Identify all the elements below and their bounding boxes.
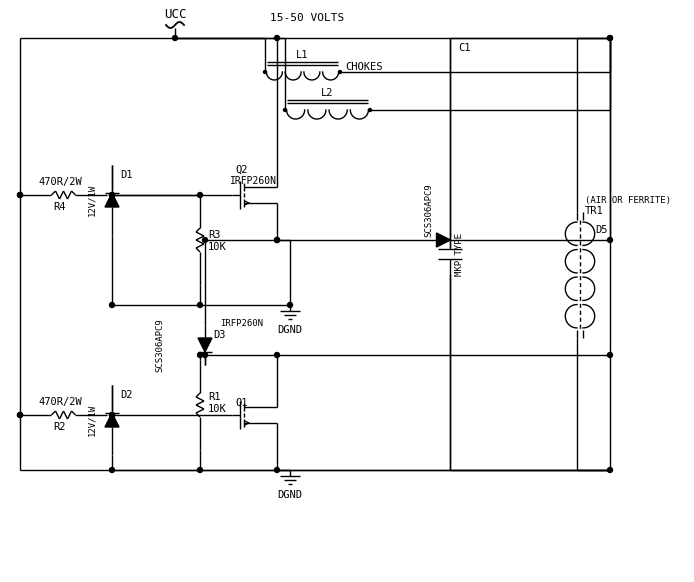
Text: R3: R3 (208, 230, 221, 240)
Circle shape (203, 237, 208, 243)
Circle shape (339, 70, 341, 73)
Circle shape (287, 303, 292, 307)
Text: DGND: DGND (278, 325, 303, 335)
Text: Q1: Q1 (235, 398, 248, 408)
Circle shape (284, 108, 287, 112)
Circle shape (607, 36, 613, 41)
Text: 12V/1W: 12V/1W (87, 184, 96, 216)
Text: IRFP260N: IRFP260N (230, 176, 277, 186)
Text: C1: C1 (458, 43, 471, 53)
Circle shape (275, 467, 280, 473)
Text: MKP TYPE: MKP TYPE (455, 232, 464, 275)
Circle shape (110, 413, 115, 417)
Circle shape (110, 467, 115, 473)
Text: SCS306APC9: SCS306APC9 (155, 318, 164, 372)
Text: L1: L1 (296, 50, 309, 60)
Polygon shape (437, 233, 450, 247)
Text: D2: D2 (120, 390, 133, 400)
Text: CHOKES: CHOKES (345, 62, 382, 72)
Polygon shape (105, 413, 119, 427)
Circle shape (17, 193, 22, 197)
Circle shape (198, 303, 203, 307)
Circle shape (607, 353, 613, 357)
Circle shape (275, 353, 280, 357)
Circle shape (110, 193, 115, 197)
Polygon shape (105, 193, 119, 207)
Circle shape (198, 353, 203, 357)
Circle shape (198, 193, 203, 197)
Text: R1: R1 (208, 392, 221, 403)
Circle shape (173, 36, 178, 41)
Circle shape (607, 237, 613, 243)
Text: L2: L2 (321, 88, 334, 98)
Circle shape (275, 36, 280, 41)
Circle shape (369, 108, 371, 112)
Circle shape (264, 70, 266, 73)
Text: D1: D1 (120, 170, 133, 180)
Circle shape (203, 353, 208, 357)
Circle shape (275, 237, 280, 243)
Polygon shape (198, 338, 212, 352)
Circle shape (198, 467, 203, 473)
Circle shape (275, 237, 280, 243)
Text: SCS306APC9: SCS306APC9 (424, 183, 433, 237)
Circle shape (17, 413, 22, 417)
Text: 470R/2W: 470R/2W (38, 397, 82, 407)
Circle shape (110, 193, 115, 197)
Text: 15-50 VOLTS: 15-50 VOLTS (270, 13, 344, 23)
Circle shape (607, 467, 613, 473)
Text: R4: R4 (53, 202, 66, 212)
Text: UCC: UCC (164, 9, 186, 22)
Text: (AIR OR FERRITE): (AIR OR FERRITE) (585, 196, 671, 204)
Circle shape (110, 303, 115, 307)
Text: 10K: 10K (208, 242, 227, 252)
Circle shape (607, 36, 613, 41)
Text: 10K: 10K (208, 404, 227, 414)
Text: TR1: TR1 (585, 206, 604, 216)
Text: D3: D3 (213, 330, 226, 340)
Circle shape (17, 413, 22, 417)
Text: Q2: Q2 (235, 165, 248, 175)
Text: R2: R2 (53, 422, 66, 432)
Text: D5: D5 (595, 225, 607, 235)
Text: DGND: DGND (278, 490, 303, 500)
Text: 12V/1W: 12V/1W (87, 404, 96, 436)
Text: IRFP260N: IRFP260N (220, 318, 263, 328)
Text: 470R/2W: 470R/2W (38, 177, 82, 187)
Circle shape (17, 193, 22, 197)
Circle shape (110, 413, 115, 417)
